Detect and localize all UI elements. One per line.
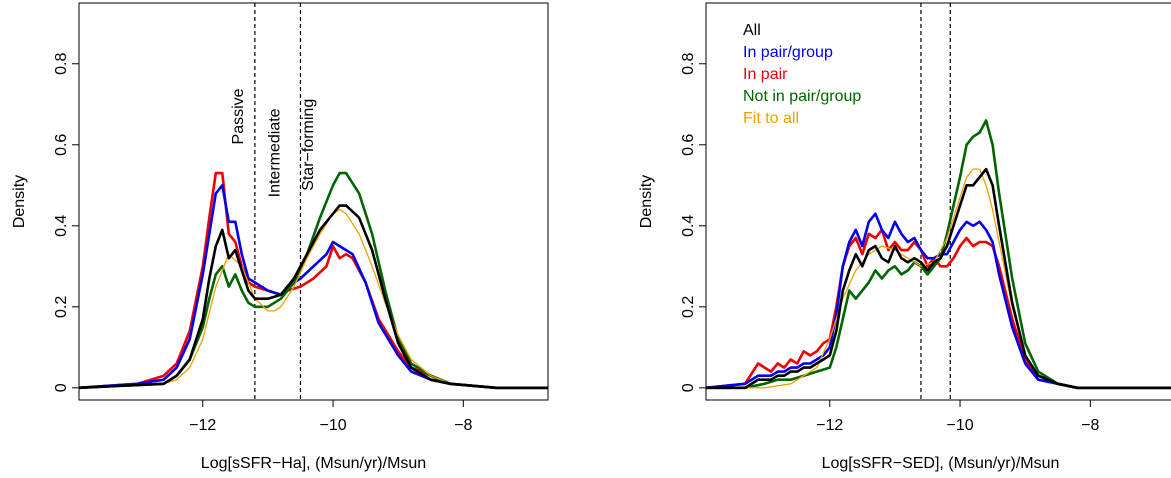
plot-frame	[78, 2, 549, 401]
series-line-pair	[79, 171, 548, 390]
region-label: Intermediate	[267, 108, 284, 197]
x-tick-label: −10	[946, 417, 973, 434]
chart-panel-sfr-ha: −12 −10 −8 0 0.2 0.4 0.6 0.8 Log[sSFR−Ha], (Msun…	[11, 2, 549, 472]
series-line-pair-group	[79, 184, 548, 390]
y-tick-label: 0.4	[53, 215, 70, 237]
series-line-not-pair-group	[79, 171, 548, 390]
y-tick-label: 0.8	[53, 53, 70, 75]
series-line-all	[79, 204, 548, 390]
legend-entry-pair-group: In pair/group	[743, 44, 833, 61]
legend-entry-fit: Fit to all	[743, 110, 799, 127]
y-axis-label: Density	[11, 175, 28, 228]
series-line-fit	[79, 208, 548, 389]
legend-entry-not-pair-group: Not in pair/group	[743, 88, 861, 105]
y-tick-label: 0.2	[680, 296, 697, 318]
chart-panel-sfr-sed: −12 −10 −8 0 0.2 0.4 0.6 0.8 Log[sSFR−SED], (Msu…	[638, 2, 1171, 472]
region-label: Passive	[230, 88, 247, 144]
series-line-fit	[706, 168, 1171, 389]
y-tick-label: 0.8	[680, 53, 697, 75]
y-tick-label: 0.6	[53, 134, 70, 156]
x-tick-label: −10	[319, 417, 346, 434]
x-tick-label: −12	[816, 417, 843, 434]
x-tick-label: −12	[189, 417, 216, 434]
x-tick-label: −8	[454, 417, 472, 434]
y-tick-label: 0.4	[680, 215, 697, 237]
x-tick-label: −8	[1081, 417, 1099, 434]
y-tick-label: 0.6	[680, 134, 697, 156]
x-axis-label: Log[sSFR−SED], (Msun/yr)/Msun	[822, 455, 1060, 472]
y-tick-label: 0	[680, 383, 697, 392]
legend-entry-all: All	[743, 22, 761, 39]
y-axis-label: Density	[638, 175, 655, 228]
series-line-pair-group	[706, 212, 1171, 390]
series-line-all	[706, 167, 1171, 390]
legend-entry-pair: In pair	[743, 66, 788, 83]
y-tick-label: 0	[53, 383, 70, 392]
plot-frame	[705, 2, 1171, 401]
x-axis-label: Log[sSFR−Ha], (Msun/yr)/Msun	[201, 455, 426, 472]
region-label: Star−forming	[300, 99, 317, 191]
y-tick-label: 0.2	[53, 296, 70, 318]
